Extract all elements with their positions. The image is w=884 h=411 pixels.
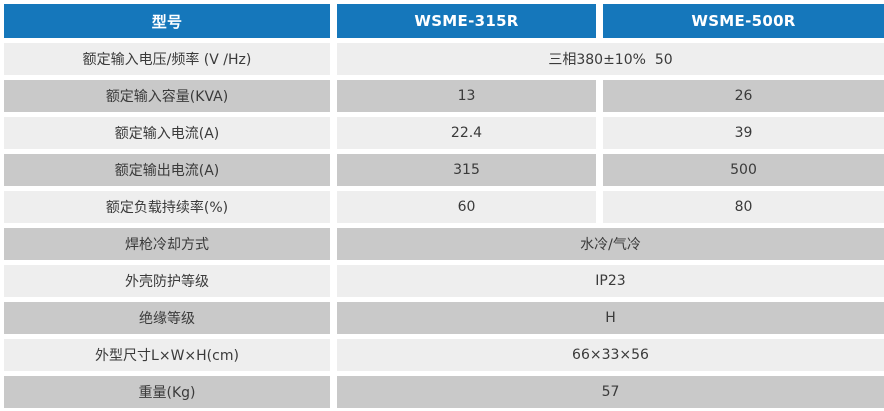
row-label-cell: 绝缘等级: [4, 302, 330, 334]
row-label-cell: 重量(Kg): [4, 376, 330, 408]
row-label-cell: 额定输出电流(A): [4, 154, 330, 186]
row-value-cell-315: 22.4: [337, 117, 596, 149]
row-label-cell: 额定输入容量(KVA): [4, 80, 330, 112]
row-label-cell: 额定负载持续率(%): [4, 191, 330, 223]
row-value-cell-500: 80: [603, 191, 884, 223]
row-value-cell: 三相380±10% 50: [337, 43, 884, 75]
row-label-cell: 焊枪冷却方式: [4, 228, 330, 260]
row-value-cell: H: [337, 302, 884, 334]
spec-grid: 型号 WSME-315R WSME-500R 额定输入电压/频率 (V /Hz)…: [4, 4, 884, 408]
row-label-cell: 外型尺寸L×W×H(cm): [4, 339, 330, 371]
row-value-cell: 水冷/气冷: [337, 228, 884, 260]
row-value-cell-315: 315: [337, 154, 596, 186]
row-value-cell-315: 60: [337, 191, 596, 223]
row-value-cell: 57: [337, 376, 884, 408]
row-value-cell-500: 500: [603, 154, 884, 186]
row-value-cell-315: 13: [337, 80, 596, 112]
row-label-cell: 额定输入电压/频率 (V /Hz): [4, 43, 330, 75]
row-value-cell: 66×33×56: [337, 339, 884, 371]
row-value-cell-500: 26: [603, 80, 884, 112]
header-cell-model: 型号: [4, 4, 330, 38]
header-cell-wsme-500r: WSME-500R: [603, 4, 884, 38]
row-label-cell: 外壳防护等级: [4, 265, 330, 297]
header-cell-wsme-315r: WSME-315R: [337, 4, 596, 38]
row-value-cell-500: 39: [603, 117, 884, 149]
row-label-cell: 额定输入电流(A): [4, 117, 330, 149]
row-value-cell: IP23: [337, 265, 884, 297]
